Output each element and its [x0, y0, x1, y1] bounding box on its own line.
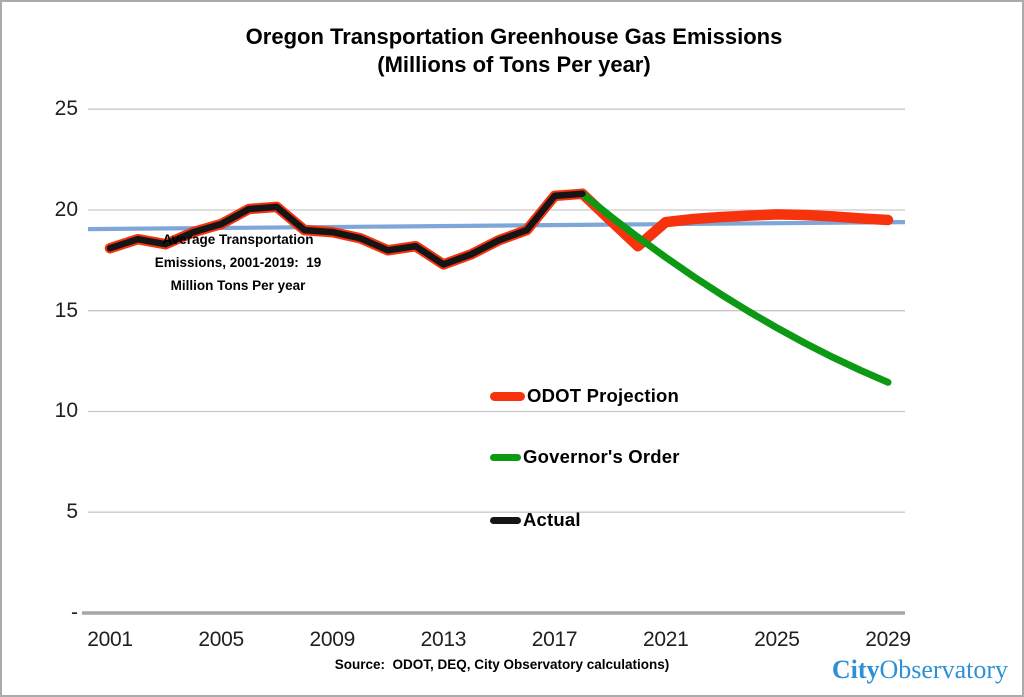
odot-projection-line-swatch: [490, 391, 525, 401]
y-axis-tick: -: [71, 601, 78, 624]
legend-item-governors-order: Governor's Order: [490, 444, 680, 470]
x-axis-tick: 2017: [531, 628, 578, 651]
city-observatory-logo: CityObservatory: [832, 653, 1008, 687]
legend-label-governors-order: Governor's Order: [523, 446, 680, 467]
chart-subtitle: (Millions of Tons Per year): [377, 52, 651, 77]
average-emissions-annotation: Average Transportation Emissions, 2001-2…: [122, 228, 354, 297]
governors-order-line: [578, 190, 892, 386]
annotation-line: Average Transportation: [162, 232, 314, 247]
logo-city-text: City: [831, 655, 880, 684]
legend-item-actual: Actual: [490, 507, 581, 533]
chart-title: Oregon Transportation Greenhouse Gas Emi…: [245, 24, 783, 49]
actual-line-swatch: [490, 516, 521, 524]
legend-label-odot-projection: ODOT Projection: [527, 385, 680, 406]
odot-projection-line: [577, 188, 894, 252]
chart-title-block: Oregon Transportation Greenhouse Gas Emi…: [2, 23, 1022, 79]
x-axis-tick: 2025: [754, 628, 800, 651]
x-axis-tick: 2013: [420, 628, 467, 651]
legend-label-actual: Actual: [523, 509, 581, 530]
x-axis-tick: 2029: [865, 628, 911, 651]
y-axis-tick: 10: [54, 399, 78, 423]
annotation-line: Million Tons Per year: [170, 278, 306, 293]
y-axis-tick: 25: [54, 97, 78, 121]
logo-observatory-text: Observatory: [879, 655, 1008, 684]
y-axis-tick: 5: [66, 500, 78, 524]
legend-item-odot-projection: ODOT Projection: [490, 383, 679, 409]
actual-line: [106, 190, 586, 268]
y-axis-tick: 15: [54, 298, 78, 322]
x-axis-tick: 2001: [87, 628, 133, 651]
x-axis-tick: 2005: [198, 628, 244, 651]
x-axis-tick: 2021: [642, 628, 689, 651]
annotation-line: Emissions, 2001-2019: 19: [154, 255, 322, 270]
source-note: Source: ODOT, DEQ, City Observatory calc…: [334, 657, 670, 672]
governors-order-line-swatch: [490, 453, 521, 461]
y-axis-tick: 20: [54, 197, 78, 221]
x-axis-tick: 2009: [309, 628, 356, 651]
